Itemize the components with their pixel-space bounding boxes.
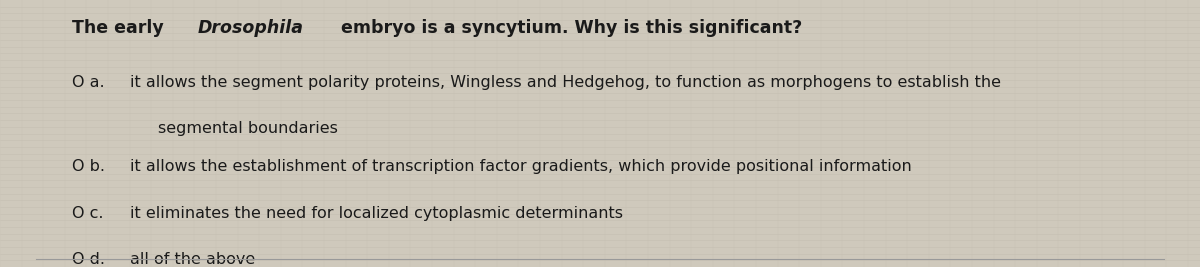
Text: it allows the segment polarity proteins, Wingless and Hedgehog, to function as m: it allows the segment polarity proteins,… [130,75,1001,90]
Text: segmental boundaries: segmental boundaries [158,121,338,136]
Text: O d.: O d. [72,252,106,267]
Text: Drosophila: Drosophila [198,19,304,37]
Text: The early: The early [72,19,169,37]
Text: O b.: O b. [72,159,106,174]
Text: it allows the establishment of transcription factor gradients, which provide pos: it allows the establishment of transcrip… [130,159,911,174]
Text: it eliminates the need for localized cytoplasmic determinants: it eliminates the need for localized cyt… [130,206,623,221]
Text: O a.: O a. [72,75,104,90]
Text: all of the above: all of the above [130,252,254,267]
Text: O c.: O c. [72,206,103,221]
Text: embryo is a syncytium. Why is this significant?: embryo is a syncytium. Why is this signi… [335,19,802,37]
